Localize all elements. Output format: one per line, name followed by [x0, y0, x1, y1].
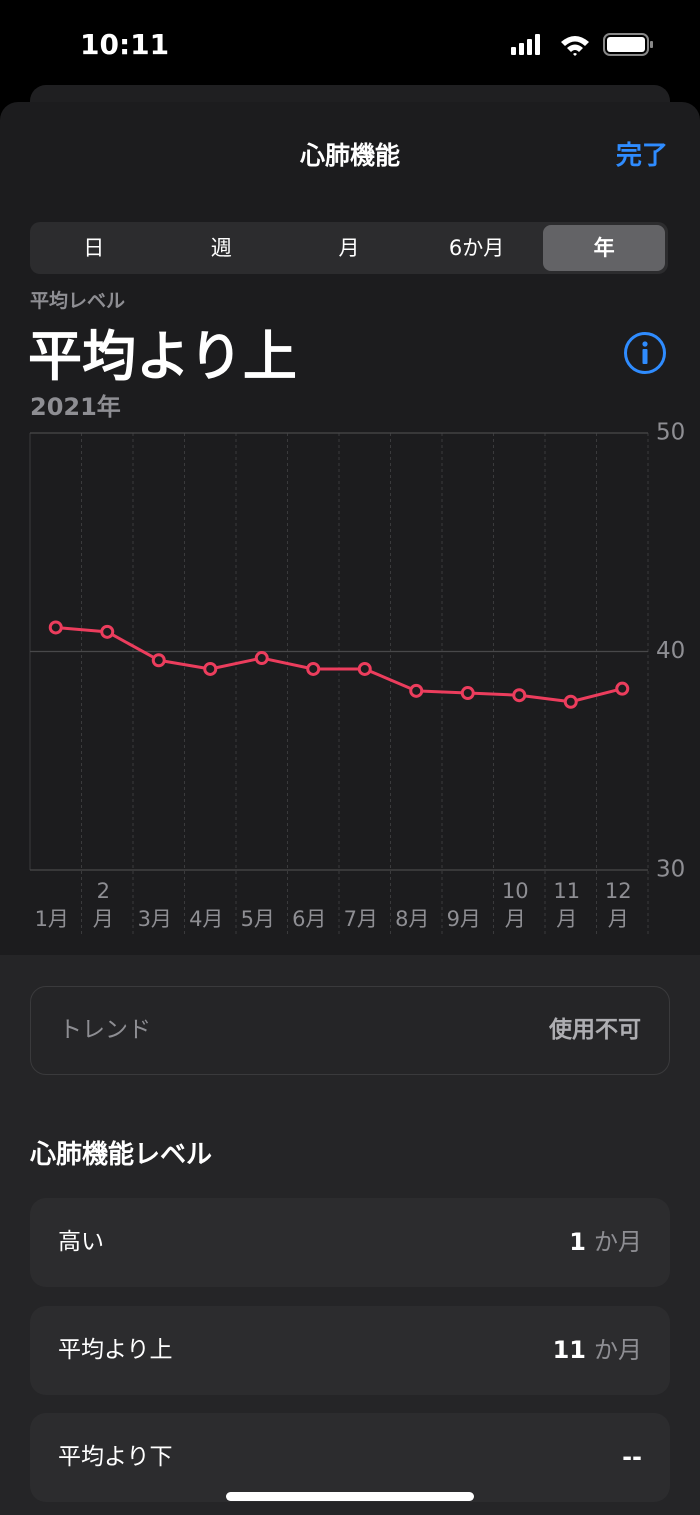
trend-label: トレンド — [59, 1017, 151, 1043]
level-value: 1 か月 — [569, 1198, 642, 1287]
summary-label: 平均レベル — [30, 290, 126, 312]
level-label: 平均より下 — [58, 1444, 173, 1470]
sheet: 心肺機能 完了 日 週 月 6か月 年 平均レベル 平均より上 2021年 トレンド 使… — [0, 102, 700, 1515]
level-row[interactable]: 平均より上 11 か月 — [30, 1305, 670, 1395]
summary-period: 2021年 — [30, 393, 121, 421]
data-point — [306, 661, 321, 676]
data-point — [48, 620, 63, 635]
trend-card[interactable]: トレンド 使用不可 — [30, 986, 670, 1075]
chart: 30 40 50 1月 2 月 3月 4月 5月 6月 7月 8月 9月 10 月 11 月 12 月 — [29, 420, 685, 935]
level-count: 1 — [569, 1228, 586, 1256]
level-count: -- — [622, 1443, 642, 1471]
level-label: 高い — [58, 1229, 104, 1255]
x-tick-label: 5月 — [241, 907, 275, 931]
data-point — [563, 694, 578, 709]
level-row[interactable]: 高い 1 か月 — [30, 1198, 670, 1287]
level-value: -- — [622, 1413, 642, 1502]
segment[interactable]: 年 — [543, 225, 665, 271]
summary-value: 平均より上 — [28, 325, 297, 388]
data-line — [55, 625, 623, 704]
segment[interactable]: 週 — [210, 236, 232, 260]
segmented-control: 日 週 月 6か月 年 — [30, 222, 668, 274]
data-point — [357, 661, 372, 676]
x-tick-label: 7月 — [344, 907, 378, 931]
y-tick-label: 40 — [656, 638, 685, 664]
x-tick-label: 12 月 — [605, 879, 632, 931]
levels-title: 心肺機能レベル — [30, 1140, 213, 1170]
data-point — [203, 661, 218, 676]
segment[interactable]: 日 — [83, 236, 105, 260]
x-tick-label: 9月 — [447, 907, 481, 931]
level-value: 11 か月 — [553, 1306, 642, 1395]
data-point — [100, 624, 115, 639]
x-tick-label: 3月 — [138, 907, 172, 931]
data-point — [409, 683, 424, 698]
x-tick-label: 8月 — [395, 907, 429, 931]
trend-value: 使用不可 — [549, 1017, 641, 1043]
level-label: 平均より上 — [58, 1336, 173, 1363]
x-tick-label: 4月 — [189, 907, 223, 931]
level-unit: か月 — [594, 1228, 642, 1256]
segment[interactable]: 6か月 — [448, 236, 505, 260]
header-title: 心肺機能 — [299, 141, 400, 170]
x-tick-label: 6月 — [292, 907, 326, 931]
segment[interactable]: 月 — [338, 236, 360, 260]
y-tick-label: 30 — [656, 857, 685, 883]
data-point — [615, 681, 630, 696]
data-point — [460, 686, 475, 701]
y-tick-label: 50 — [656, 420, 685, 446]
level-unit: か月 — [594, 1335, 642, 1364]
data-point — [151, 653, 166, 668]
level-count: 11 — [552, 1335, 586, 1364]
level-row[interactable]: 平均より下 -- — [30, 1413, 670, 1502]
data-point — [512, 688, 527, 703]
info-button[interactable] — [622, 330, 668, 376]
x-tick-label: 11 月 — [553, 879, 580, 931]
status-icons — [511, 33, 653, 56]
done-button[interactable]: 完了 — [615, 141, 668, 171]
home-indicator — [226, 1492, 474, 1501]
x-tick-label: 10 月 — [502, 879, 529, 931]
status-time: 10:11 — [80, 28, 170, 61]
x-tick-label: 1月 — [35, 907, 69, 931]
data-point — [254, 651, 269, 666]
